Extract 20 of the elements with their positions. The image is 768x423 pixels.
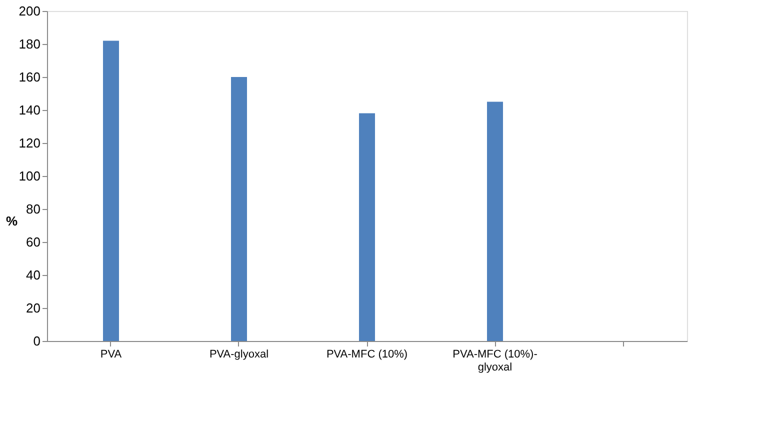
y-tick-label: 180 — [18, 36, 40, 52]
y-axis-title: % — [6, 214, 18, 228]
y-tick-label: 200 — [18, 4, 40, 18]
bar — [103, 40, 119, 341]
y-tick-label: 80 — [26, 202, 40, 216]
y-tick-label: 120 — [18, 136, 40, 150]
y-tick-label: 100 — [18, 168, 40, 184]
y-tick-label: 0 — [33, 334, 40, 348]
bar — [487, 102, 503, 341]
x-tick-label: PVA-MFC (10%) — [326, 348, 408, 360]
x-tick-label: PVA-glyoxal — [209, 348, 269, 360]
y-tick-label: 160 — [18, 70, 40, 84]
y-tick-label: 40 — [26, 268, 40, 282]
x-tick-label: PVA — [100, 348, 122, 360]
y-tick-label: 60 — [26, 234, 40, 250]
bar — [231, 77, 247, 341]
y-tick-label: 20 — [26, 300, 40, 316]
bar — [359, 113, 375, 341]
x-tick-label: PVA-MFC (10%)- glyoxal — [452, 348, 538, 374]
y-tick-label: 140 — [18, 102, 40, 118]
